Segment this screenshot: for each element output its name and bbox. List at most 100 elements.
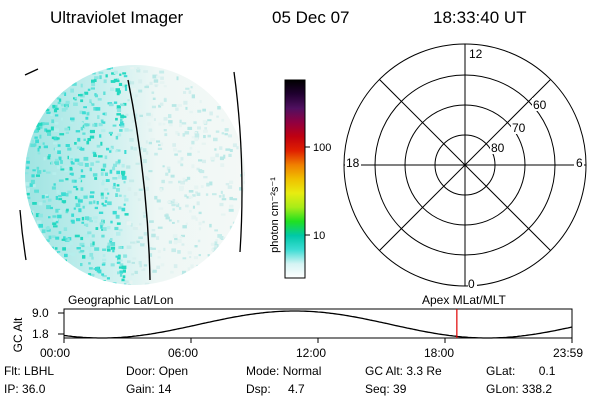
speckle-pixel	[105, 74, 108, 78]
speckle-pixel	[94, 94, 98, 98]
speckle-pixel	[229, 149, 233, 152]
speckle-pixel	[53, 88, 56, 93]
speckle-pixel	[25, 125, 28, 129]
speckle-pixel	[89, 167, 92, 172]
speckle-pixel	[199, 100, 202, 104]
speckle-pixel	[35, 213, 40, 218]
speckle-pixel	[121, 172, 126, 175]
speckle-pixel	[148, 284, 151, 285]
speckle-pixel	[143, 264, 148, 267]
speckle-pixel	[80, 187, 84, 191]
speckle-pixel	[34, 136, 38, 139]
speckle-pixel	[138, 188, 143, 191]
speckle-pixel	[38, 213, 43, 218]
speckle-pixel	[54, 247, 58, 250]
speckle-pixel	[227, 185, 233, 189]
speckle-pixel	[149, 220, 154, 223]
speckle-pixel	[194, 185, 199, 190]
speckle-pixel	[136, 69, 141, 73]
speckle-pixel	[127, 282, 131, 285]
speckle-pixel	[71, 252, 76, 257]
speckle-pixel	[60, 103, 66, 107]
speckle-pixel	[106, 66, 111, 70]
speckle-pixel	[122, 269, 126, 273]
speckle-pixel	[178, 206, 182, 210]
speckle-pixel	[213, 137, 218, 142]
speckle-pixel	[225, 148, 231, 151]
speckle-pixel	[231, 92, 237, 95]
speckle-pixel	[120, 103, 125, 107]
polar-label-6: 6	[576, 156, 583, 170]
speckle-pixel	[58, 195, 62, 198]
speckle-pixel	[71, 213, 75, 217]
time-tick-00: 00:00	[40, 346, 71, 360]
speckle-pixel	[86, 68, 91, 72]
speckle-pixel	[234, 258, 238, 261]
speckle-pixel	[56, 97, 60, 100]
speckle-pixel	[125, 280, 129, 283]
speckle-pixel	[79, 242, 85, 247]
speckle-pixel	[154, 152, 158, 156]
speckle-pixel	[25, 80, 29, 84]
speckle-pixel	[78, 208, 82, 213]
speckle-pixel	[173, 240, 178, 245]
date-label: 05 Dec 07	[272, 8, 350, 27]
speckle-pixel	[115, 255, 120, 258]
speckle-pixel	[152, 97, 156, 100]
speckle-pixel	[34, 77, 40, 82]
speckle-pixel	[124, 150, 127, 154]
speckle-pixel	[177, 220, 180, 223]
speckle-pixel	[119, 129, 123, 132]
speckle-pixel	[101, 219, 104, 222]
speckle-pixel	[55, 196, 58, 200]
speckle-pixel	[36, 220, 42, 224]
speckle-pixel	[83, 156, 89, 161]
speckle-pixel	[131, 120, 136, 123]
speckle-pixel	[187, 152, 192, 156]
speckle-pixel	[234, 260, 238, 265]
speckle-pixel	[158, 144, 161, 147]
speckle-pixel	[180, 157, 184, 161]
speckle-pixel	[107, 102, 113, 105]
speckle-pixel	[79, 110, 83, 114]
speckle-pixel	[121, 163, 125, 168]
speckle-pixel	[64, 165, 69, 168]
speckle-pixel	[34, 235, 38, 238]
speckle-pixel	[119, 263, 124, 267]
speckle-pixel	[144, 186, 149, 191]
speckle-pixel	[91, 278, 96, 283]
speckle-pixel	[110, 242, 116, 246]
speckle-pixel	[62, 247, 66, 251]
speckle-pixel	[106, 226, 111, 230]
speckle-pixel	[65, 106, 68, 110]
speckle-pixel	[202, 220, 205, 223]
speckle-pixel	[80, 249, 85, 253]
speckle-pixel	[38, 228, 42, 232]
speckle-pixel	[98, 71, 104, 74]
speckle-pixel	[156, 75, 160, 79]
speckle-pixel	[108, 103, 114, 107]
speckle-pixel	[181, 243, 185, 246]
speckle-pixel	[88, 267, 93, 270]
speckle-pixel	[65, 193, 69, 197]
speckle-pixel	[44, 105, 48, 109]
ip-field: IP: 36.0	[4, 382, 46, 396]
speckle-pixel	[80, 236, 84, 241]
speckle-pixel	[102, 227, 107, 231]
speckle-pixel	[171, 248, 176, 253]
speckle-pixel	[193, 256, 198, 260]
speckle-pixel	[25, 250, 31, 254]
speckle-pixel	[120, 114, 124, 119]
speckle-pixel	[30, 111, 34, 116]
speckle-pixel	[162, 165, 165, 168]
speckle-pixel	[58, 179, 64, 182]
speckle-pixel	[54, 274, 60, 278]
speckle-pixel	[102, 248, 107, 251]
speckle-pixel	[179, 185, 184, 190]
speckle-pixel	[41, 273, 45, 277]
speckle-pixel	[229, 196, 233, 201]
speckle-pixel	[159, 70, 165, 74]
speckle-pixel	[132, 227, 138, 230]
speckle-pixel	[57, 104, 61, 107]
speckle-pixel	[218, 275, 221, 280]
